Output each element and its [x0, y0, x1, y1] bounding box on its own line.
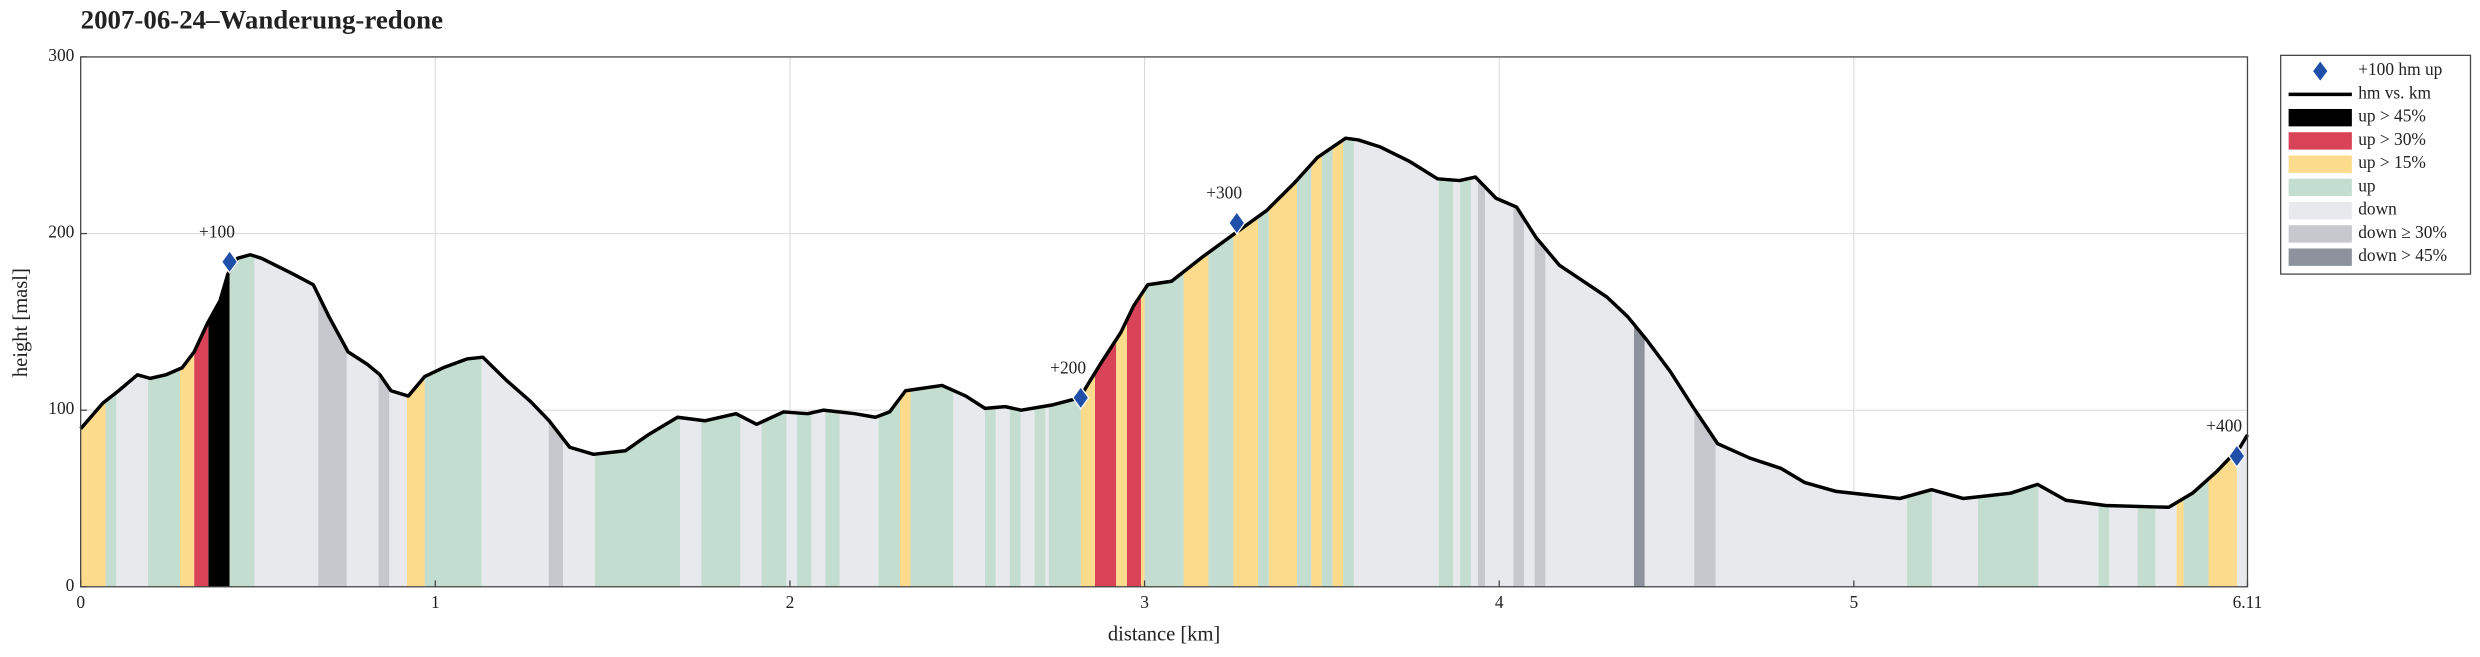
slope-band [1268, 138, 1298, 587]
slope-band [1297, 138, 1312, 587]
slope-band [1321, 138, 1333, 587]
y-tick-label: 300 [48, 46, 74, 65]
milestone-label: +300 [1206, 183, 1242, 202]
slope-band [2208, 138, 2237, 587]
legend-label: up > 15% [2358, 153, 2426, 172]
slope-band [1034, 138, 1046, 587]
profile-line [79, 136, 2249, 510]
slope-band [148, 138, 180, 587]
milestone-label: +100 [199, 222, 235, 241]
slope-band [825, 138, 840, 587]
slope-band [1208, 138, 1234, 587]
slope-band [194, 138, 209, 587]
slope-band [797, 138, 812, 587]
legend-label: down > 45% [2358, 246, 2447, 265]
x-tick-label: 2 [786, 593, 795, 612]
legend-swatch [2288, 132, 2352, 150]
plot-frame [80, 56, 2249, 588]
legend-swatch [2288, 201, 2352, 220]
legend-label: +100 hm up [2358, 60, 2442, 79]
legend-swatch [2288, 108, 2352, 127]
slope-band [406, 138, 425, 587]
x-tick-label: 1 [431, 593, 440, 612]
slope-band [1094, 138, 1117, 587]
x-axis-label: distance [km] [1108, 624, 1220, 646]
slope-band [208, 138, 230, 587]
x-tick-label: 4 [1495, 593, 1504, 612]
milestone-label: +200 [1050, 358, 1086, 377]
slope-band [1907, 138, 1932, 587]
slope-band [761, 138, 787, 587]
milestone-marker [1228, 210, 1246, 236]
slope-band [1183, 138, 1209, 587]
slope-band [899, 138, 911, 587]
slope-band [378, 138, 390, 587]
legend-label: up > 30% [2358, 130, 2426, 149]
slope-band [594, 138, 681, 587]
slope-band [1513, 138, 1525, 587]
slope-band [1048, 138, 1081, 587]
slope-band [179, 138, 195, 587]
chart-title: 2007-06-24–Wanderung-redone [81, 4, 443, 34]
slope-band [105, 138, 117, 587]
slope-band [1126, 138, 1142, 587]
legend-label: down [2358, 200, 2397, 219]
x-tick-label: 0 [76, 593, 85, 612]
slope-band [1080, 138, 1095, 587]
legend-swatch [2288, 155, 2352, 173]
slope-band [1009, 138, 1021, 587]
legend-swatch [2288, 178, 2352, 197]
slope-band [1438, 138, 1454, 587]
y-tick-label: 100 [48, 399, 74, 418]
slope-band [424, 138, 482, 587]
milestone-marker [1072, 385, 1090, 410]
y-tick-label: 0 [66, 576, 75, 595]
milestone-marker [220, 249, 239, 274]
legend-label: hm vs. km [2358, 83, 2431, 102]
milestone-label: +400 [2206, 417, 2242, 436]
legend-label: up [2358, 176, 2376, 195]
slope-band [1343, 138, 1354, 587]
x-tick-label: 5 [1849, 593, 1858, 612]
slope-band [1311, 138, 1322, 587]
slope-band [229, 138, 255, 587]
legend-label: down ≥ 30% [2358, 223, 2447, 242]
slope-band [1977, 138, 2039, 587]
slope-band [1141, 138, 1145, 587]
slope-band [1694, 138, 1716, 587]
milestone-marker [2228, 443, 2246, 469]
slope-band [984, 138, 996, 587]
slope-band [878, 138, 900, 587]
slope-band [1233, 138, 1259, 587]
y-axis-label: height [masl] [10, 268, 32, 377]
slope-band [701, 138, 741, 587]
slope-band [1460, 138, 1471, 587]
slope-band [1633, 138, 1645, 587]
slope-band [1144, 138, 1184, 587]
slope-band [80, 138, 106, 587]
legend-swatch [2288, 225, 2352, 243]
x-tick-label: 6.11 [2233, 593, 2263, 612]
slope-band [1477, 138, 1486, 587]
slope-band [2176, 138, 2184, 587]
slope-band [910, 138, 954, 587]
slope-band [1534, 138, 1546, 587]
slope-band [1258, 138, 1269, 587]
slope-band [1116, 138, 1127, 587]
slope-band [2183, 138, 2209, 587]
slope-band [1332, 138, 1344, 587]
legend-swatch [2288, 248, 2352, 266]
legend-label: up > 45% [2358, 107, 2426, 126]
y-tick-label: 200 [48, 223, 74, 242]
x-tick-label: 3 [1140, 593, 1149, 612]
slope-band [548, 138, 563, 587]
